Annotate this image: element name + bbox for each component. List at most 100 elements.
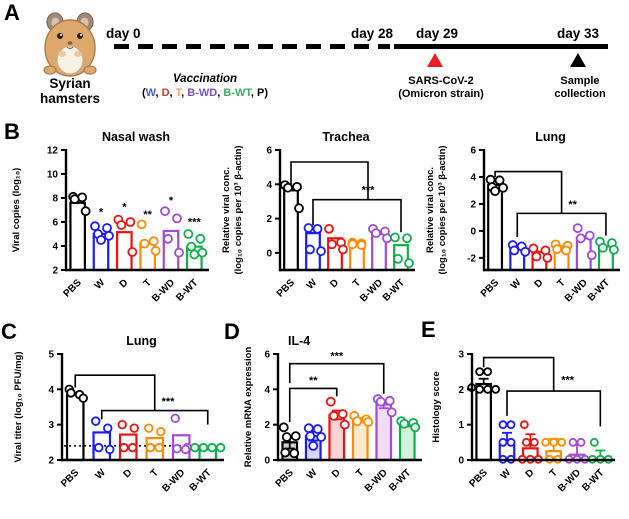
point-W xyxy=(498,437,508,447)
x-label-PBS: PBS xyxy=(61,277,84,300)
point-PBS xyxy=(292,181,302,192)
point-PBS xyxy=(280,447,291,458)
bar-PBS xyxy=(283,189,299,272)
point-T xyxy=(347,239,358,250)
x-label-T: T xyxy=(548,467,560,479)
timeline-day0-label: day 0 xyxy=(106,26,141,41)
svg-text:4: 4 xyxy=(266,180,272,191)
x-label-D: D xyxy=(121,467,134,480)
svg-text:2: 2 xyxy=(266,214,272,225)
vaccination-title: Vaccination xyxy=(172,73,238,85)
point-B-WT xyxy=(404,258,414,269)
point-D xyxy=(519,420,529,430)
sig-bracket xyxy=(74,374,156,411)
x-label-W: W xyxy=(305,277,320,292)
svg-text:0: 0 xyxy=(470,226,476,237)
sig-label: *** xyxy=(561,375,575,387)
x-label-T: T xyxy=(149,467,161,479)
point-B-WD xyxy=(386,407,397,418)
point-D xyxy=(117,419,127,430)
sample-caption: Sample collection xyxy=(539,75,621,101)
vaccination-group-: , xyxy=(217,87,224,99)
sig-label: *** xyxy=(330,351,344,363)
chart-title: Trachea xyxy=(322,130,370,144)
point-W xyxy=(316,246,326,257)
sig-bracket xyxy=(290,161,369,200)
svg-text:5: 5 xyxy=(48,350,54,361)
point-B-WD xyxy=(170,413,180,424)
point-B-WD xyxy=(172,213,182,224)
y-axis-label: Viral copies (log₁₀) xyxy=(11,168,22,253)
chart-title: Nasal wash xyxy=(102,130,170,144)
point-W xyxy=(105,444,115,455)
sample-line2: collection xyxy=(554,88,606,100)
sig-bracket xyxy=(100,409,209,425)
trachea-svg: 0 2 4 6 PBS W D TB-WDB-WT *** Trachea Relative vir… xyxy=(221,130,415,304)
chart-nasal-wash: 2 4 6 8 10 12 PBS W D T B-WD B-WT * * ** * *** Nasal wash… xyxy=(8,126,218,332)
svg-text:6: 6 xyxy=(264,350,270,361)
svg-text:0: 0 xyxy=(266,248,272,259)
vaccination-group-B-WD: B-WD xyxy=(187,87,218,99)
sig-bracket xyxy=(516,212,607,237)
svg-text:6: 6 xyxy=(52,218,58,229)
bar-T xyxy=(351,419,369,462)
point-PBS xyxy=(490,186,500,197)
vaccination-group-: ( xyxy=(142,87,146,99)
point-B-WT xyxy=(186,241,197,252)
panel-label-b: B xyxy=(4,119,20,144)
point-PBS xyxy=(283,182,293,193)
svg-text:0: 0 xyxy=(458,456,464,467)
point-W xyxy=(91,416,101,426)
point-B-WD xyxy=(568,437,578,447)
y-axis-label: (log₁₀ copies per 10³ β-actin) xyxy=(233,145,244,274)
point-T xyxy=(139,238,150,249)
sig-bracket xyxy=(494,170,563,214)
point-B-WD xyxy=(163,233,173,244)
point-B-WD xyxy=(575,233,586,244)
point-T xyxy=(148,236,159,247)
sample-line1: Sample xyxy=(560,75,600,87)
sig-label: * xyxy=(169,195,174,207)
x-label-PBS: PBS xyxy=(274,467,297,490)
point-B-WT xyxy=(207,442,217,453)
vaccination-group-: , xyxy=(155,87,162,99)
vaccination-group-: ) xyxy=(264,87,268,99)
svg-text:2: 2 xyxy=(52,266,58,277)
point-PBS xyxy=(475,384,485,394)
point-T xyxy=(549,437,559,447)
x-label-B-WT: B-WT xyxy=(387,467,413,493)
x-label-W: W xyxy=(93,277,108,292)
point-D xyxy=(325,396,336,407)
svg-text:3: 3 xyxy=(48,420,54,431)
point-B-WT xyxy=(195,233,206,244)
timeline-day33-label: day 33 xyxy=(556,26,600,41)
sig-bracket xyxy=(288,387,338,423)
sig-bracket xyxy=(288,362,385,394)
point-D xyxy=(125,217,136,227)
challenge-line2: (Omicron strain) xyxy=(398,88,484,100)
point-B-WD xyxy=(172,443,182,454)
svg-text:4: 4 xyxy=(470,172,476,183)
svg-text:2: 2 xyxy=(458,385,464,396)
vaccination-group-B-WT: B-WT xyxy=(223,87,251,99)
point-T xyxy=(363,417,374,427)
x-label-B-WD: B-WD xyxy=(358,277,385,304)
point-PBS xyxy=(80,206,91,217)
point-W xyxy=(305,244,315,255)
histology-svg: 0 1 2 3 PBS W D TB-WDB-WT *** Histology score xyxy=(431,350,615,494)
point-B-WT xyxy=(190,442,200,453)
x-label-B-WT: B-WT xyxy=(580,467,606,493)
x-label-B-WD: B-WD xyxy=(160,467,187,494)
sig-bracket xyxy=(482,356,555,392)
point-D xyxy=(531,251,542,262)
point-B-WT xyxy=(183,229,194,239)
svg-text:3: 3 xyxy=(458,350,464,361)
x-label-PBS: PBS xyxy=(59,467,82,490)
x-label-B-WT: B-WT xyxy=(188,467,214,493)
x-label-W: W xyxy=(509,277,524,292)
svg-text:8: 8 xyxy=(52,194,58,205)
vaccination-group-T: T xyxy=(175,87,182,99)
point-T xyxy=(150,245,161,256)
y-axis-label: Relative viral conc. xyxy=(425,167,436,253)
